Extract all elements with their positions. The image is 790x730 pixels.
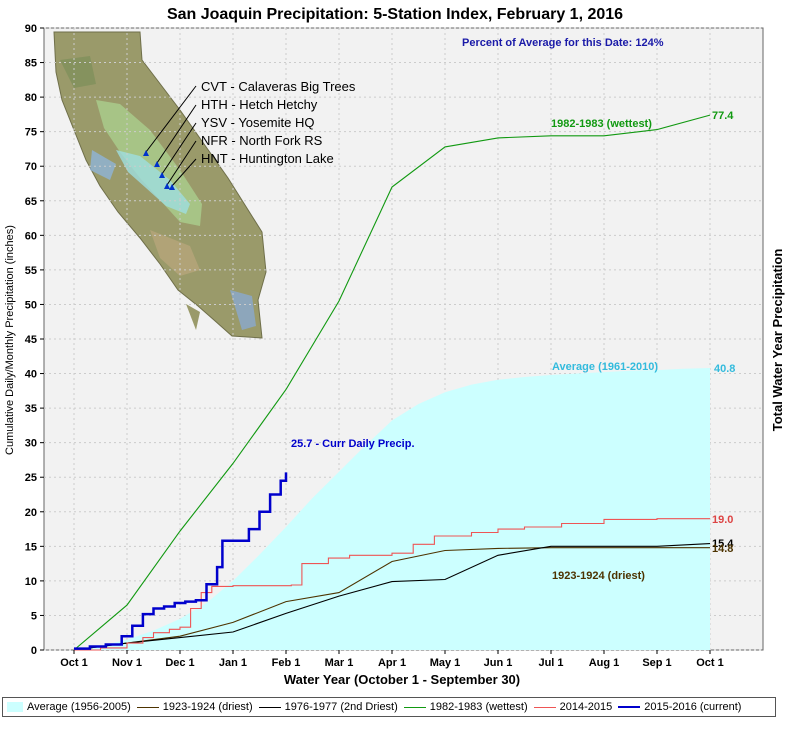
y-tick-label: 0 [31, 645, 37, 657]
y-tick-label: 5 [31, 610, 37, 622]
x-tick-label: Jun 1 [484, 657, 513, 669]
legend-line [403, 706, 426, 708]
total-2014-2015-label: 19.0 [712, 514, 733, 526]
x-tick-label: Oct 1 [696, 657, 724, 669]
wettest-label: 1982-1983 (wettest) [551, 118, 652, 130]
series-area-average-1956-2005 [74, 368, 710, 650]
y-tick-label: 40 [25, 369, 37, 381]
legend-swatch [7, 702, 23, 712]
legend-line [258, 706, 281, 708]
legend-item-1923-1924-driest: 1923-1924 (driest) [136, 701, 253, 713]
series-line-1976-1977-2nd-driest [73, 543, 711, 651]
station-label-nfr: NFR - North Fork RS [201, 133, 323, 148]
x-tick-label: Sep 1 [642, 657, 671, 669]
series-lines-layer [73, 114, 711, 651]
station-label-hth: HTH - Hetch Hetchy [201, 97, 318, 112]
y-tick-label: 65 [25, 196, 37, 208]
series-line-1923-1924-driest [73, 547, 710, 651]
average-total-label: 40.8 [714, 363, 735, 375]
current-precip-label: 25.7 - Curr Daily Precip. [291, 438, 415, 450]
y-tick-label: 70 [25, 161, 37, 173]
california-map-image [53, 31, 267, 339]
legend-label: 2015-2016 (current) [644, 701, 742, 713]
y-tick-label: 55 [25, 265, 37, 277]
x-tick-label: Feb 1 [272, 657, 301, 669]
y-tick-label: 85 [25, 58, 37, 70]
legend-label: 1982-1983 (wettest) [429, 701, 528, 713]
y2-axis-title: Total Water Year Precipitation [770, 249, 785, 432]
x-tick-label: Dec 1 [165, 657, 194, 669]
legend-line [533, 706, 556, 708]
y-tick-label: 75 [25, 127, 37, 139]
x-tick-label: Jan 1 [219, 657, 247, 669]
x-tick-label: Aug 1 [589, 657, 620, 669]
average-label: Average (1961-2010) [552, 361, 658, 373]
y-tick-label: 60 [25, 230, 37, 242]
x-tick-label: Mar 1 [325, 657, 354, 669]
station-markers [143, 85, 197, 190]
y-tick-label: 80 [25, 92, 37, 104]
legend-label: Average (1956-2005) [27, 701, 131, 713]
legend-item-1982-1983-wettest: 1982-1983 (wettest) [403, 701, 528, 713]
legend-item-2014-2015: 2014-2015 [533, 701, 613, 713]
y-tick-label: 45 [25, 334, 37, 346]
series-line-2014-2015 [74, 518, 710, 651]
x-tick-label: Jul 1 [538, 657, 563, 669]
x-tick-label: Oct 1 [60, 657, 88, 669]
y-tick-label: 50 [25, 299, 37, 311]
grid-lines [44, 27, 763, 651]
wettest-total-label: 77.4 [712, 110, 734, 122]
chart-legend: Average (1956-2005) 1923-1924 (driest) 197… [2, 697, 776, 717]
legend-label: 2014-2015 [559, 701, 613, 713]
y-tick-label: 35 [25, 403, 37, 415]
x-axis-ticks: Oct 1 Nov 1 Dec 1 Jan 1 Feb 1 Mar 1 Apr 1 May 1… [60, 650, 724, 669]
legend-line [136, 706, 159, 708]
y-tick-label: 25 [25, 472, 37, 484]
x-tick-label: Nov 1 [112, 657, 142, 669]
driest-label: 1923-1924 (driest) [552, 570, 645, 582]
y-axis-ticks: 0 5 10 15 20 25 30 35 40 45 50 55 60 65 70 75 80 85 90 [25, 23, 44, 657]
average-area-layer [74, 368, 710, 650]
y-tick-label: 90 [25, 23, 37, 35]
y-tick-label: 10 [25, 576, 37, 588]
station-label-hnt: HNT - Huntington Lake [201, 151, 334, 166]
legend-item-2015-2016-current: 2015-2016 (current) [618, 701, 741, 713]
series-line-1982-1983-wettest [73, 114, 711, 651]
station-label-cvt: CVT - Calaveras Big Trees [201, 79, 356, 94]
y-axis-title: Cumulative Daily/Monthly Precipitation (… [4, 225, 16, 455]
chart-title: San Joaquin Precipitation: 5-Station Ind… [167, 6, 623, 23]
x-tick-label: Apr 1 [378, 657, 406, 669]
legend-item-average-1956-2005: Average (1956-2005) [7, 701, 131, 713]
legend-label: 1976-1977 (2nd Driest) [284, 701, 398, 713]
legend-item-1976-1977-2nd-driest: 1976-1977 (2nd Driest) [258, 701, 398, 713]
percent-of-average-label: Percent of Average for this Date: 124% [462, 37, 664, 49]
x-axis-title: Water Year (October 1 - September 30) [284, 672, 520, 687]
y-tick-label: 30 [25, 438, 37, 450]
series-line-2015-2016-current [74, 472, 288, 650]
total-1923-1924-label: 14.8 [712, 543, 733, 555]
y-tick-label: 20 [25, 507, 37, 519]
legend-label: 1923-1924 (driest) [162, 701, 253, 713]
station-label-ysv: YSV - Yosemite HQ [201, 115, 314, 130]
legend-line [618, 706, 641, 708]
y-tick-label: 15 [25, 541, 37, 553]
x-tick-label: May 1 [430, 657, 461, 669]
total-1976-1977-label: 15.4 [712, 538, 734, 550]
